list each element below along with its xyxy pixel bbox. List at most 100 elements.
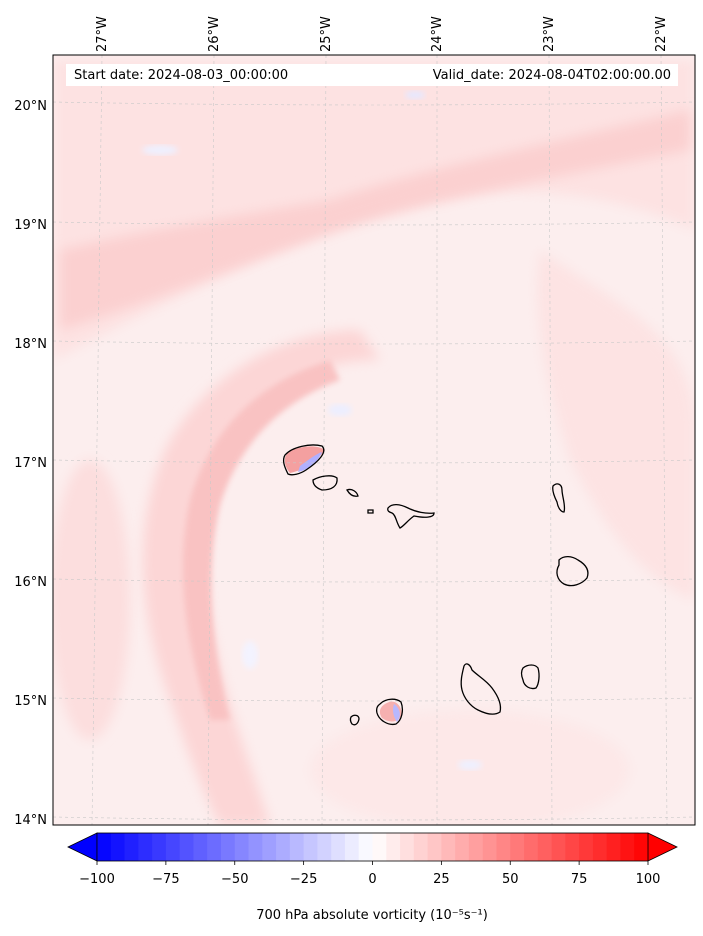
latitude-label: 16°N	[14, 575, 47, 590]
colorbar-segment	[524, 833, 539, 861]
vorticity-negative-patch	[458, 760, 482, 770]
colorbar-segment	[620, 833, 635, 861]
island-santa-luzia	[346, 488, 359, 497]
longitude-label: 26°W	[207, 16, 222, 52]
colorbar-segment	[634, 833, 649, 861]
vorticity-band-north-core	[60, 110, 690, 330]
colorbar-segment	[372, 833, 387, 861]
colorbar-segment	[331, 833, 346, 861]
colorbar-segment	[289, 833, 305, 861]
longitude-label: 22°W	[654, 16, 669, 52]
vorticity-spiral-arm	[142, 330, 380, 825]
colorbar-tick-label: 50	[502, 872, 519, 887]
colorbar-units: (10⁻⁵s⁻¹)	[430, 908, 488, 923]
vorticity-negative-patch	[142, 145, 178, 155]
coastlines	[282, 444, 589, 726]
vorticity-west-blob	[53, 460, 130, 740]
colorbar-segment	[468, 833, 484, 861]
colorbar-segment	[455, 833, 470, 861]
vorticity-negative-patch	[405, 91, 425, 99]
latitude-label: 17°N	[14, 456, 47, 471]
island-maio	[520, 664, 540, 690]
colorbar-segment	[262, 833, 277, 861]
latitude-label: 19°N	[14, 218, 47, 233]
island-sal	[552, 483, 566, 513]
longitude-label: 27°W	[95, 16, 110, 52]
colorbar-variable: 700 hPa absolute vorticity	[256, 908, 426, 923]
colorbar-ticks: −100 −75 −50 −25 0 25 50 75 100	[79, 861, 660, 887]
map-panel: Start date: 2024-08-03_00:00:00 Valid_da…	[52, 54, 696, 826]
colorbar-segment	[427, 833, 442, 861]
colorbar-segment	[220, 833, 236, 861]
colorbar-tick-label: −75	[152, 872, 179, 887]
colorbar-segment	[234, 833, 249, 861]
latitude-label: 14°N	[14, 813, 47, 828]
colorbar-segment	[551, 833, 566, 861]
latitude-label: 18°N	[14, 337, 47, 352]
island-sao-vicente	[312, 475, 338, 491]
longitude-axis: 27°W 26°W 25°W 24°W 23°W 22°W	[95, 16, 669, 52]
colorbar-segment	[165, 833, 181, 861]
colorbar-segment	[138, 833, 153, 861]
colorbar-segment	[441, 833, 456, 861]
colorbar-tick-label: −100	[79, 872, 115, 887]
longitude-label: 25°W	[319, 16, 334, 52]
latitude-label: 15°N	[14, 694, 47, 709]
island-boa-vista	[556, 555, 589, 587]
colorbar-segment	[482, 833, 497, 861]
colorbar-extend-max	[647, 832, 678, 862]
valid-date-label: Valid_date: 2024-08-04T02:00:00.00	[433, 68, 671, 83]
map-frame	[52, 54, 696, 826]
vorticity-negative-patch	[242, 641, 258, 669]
colorbar-segment	[606, 833, 621, 861]
latitude-axis: 20°N 19°N 18°N 17°N 16°N 15°N 14°N	[14, 99, 47, 828]
colorbar-segment	[152, 833, 167, 861]
island-vorticity-santo-antao	[284, 446, 325, 473]
colorbar-segment	[592, 833, 608, 861]
island-raso	[367, 509, 374, 514]
colorbar-segment	[344, 833, 360, 861]
colorbar-tick-label: −50	[221, 872, 248, 887]
colorbar-segment	[413, 833, 428, 861]
colorbar-tick-label: −25	[290, 872, 317, 887]
colorbar-tick-label: 100	[636, 872, 661, 887]
colorbar: −100 −75 −50 −25 0 25 50 75 100 700 hPa absolute…	[67, 832, 678, 923]
vorticity-negative-patch	[328, 404, 352, 416]
colorbar-segment	[110, 833, 125, 861]
colorbar-tick-label: 75	[571, 872, 588, 887]
colorbar-segment	[207, 833, 222, 861]
longitude-label: 23°W	[542, 16, 557, 52]
colorbar-segment	[97, 833, 112, 861]
colorbar-segment	[276, 833, 291, 861]
colorbar-segment	[565, 833, 580, 861]
colorbar-segment	[124, 833, 139, 861]
colorbar-segment	[579, 833, 594, 861]
colorbar-segment	[248, 833, 263, 861]
island-santo-antao	[282, 444, 325, 476]
colorbar-title: 700 hPa absolute vorticity (10⁻⁵s⁻¹)	[256, 908, 488, 923]
island-vorticity-fogo-neg	[393, 704, 400, 722]
latitude-label: 20°N	[14, 99, 47, 114]
island-santiago	[460, 663, 502, 715]
vorticity-spiral-core	[182, 360, 340, 720]
island-vorticity-santo-antao-neg	[298, 452, 322, 472]
colorbar-segments	[97, 833, 649, 861]
island-sao-nicolau	[387, 503, 435, 529]
colorbar-tick-label: 25	[433, 872, 450, 887]
colorbar-segment	[179, 833, 194, 861]
longitude-label: 24°W	[430, 16, 445, 52]
colorbar-segment	[400, 833, 415, 861]
gridlines	[53, 55, 695, 825]
island-brava	[349, 714, 360, 726]
colorbar-extend-min	[67, 832, 98, 862]
colorbar-segment	[193, 833, 208, 861]
colorbar-segment	[496, 833, 511, 861]
colorbar-segment	[386, 833, 401, 861]
start-date-label: Start date: 2024-08-03_00:00:00	[74, 68, 288, 83]
vorticity-field	[53, 55, 695, 825]
colorbar-segment	[358, 833, 373, 861]
colorbar-segment	[317, 833, 332, 861]
colorbar-segment	[510, 833, 525, 861]
colorbar-segment	[537, 833, 552, 861]
